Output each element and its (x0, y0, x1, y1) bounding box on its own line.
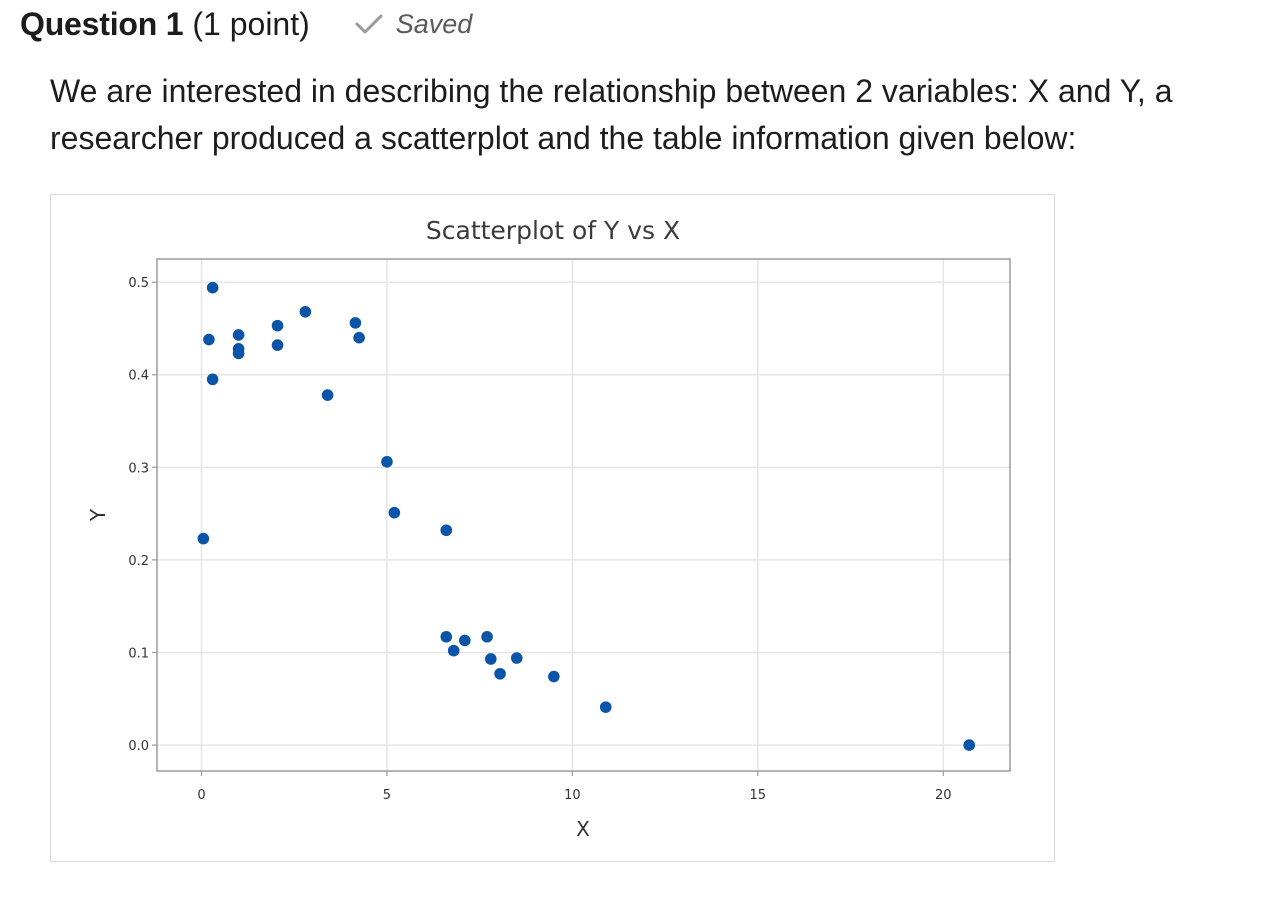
y-tick-label: 0.1 (128, 646, 149, 661)
data-point (599, 701, 612, 713)
x-tick-label: 20 (935, 788, 952, 803)
y-tick-label: 0.4 (128, 369, 149, 384)
data-point (481, 630, 493, 643)
data-point (232, 329, 245, 341)
data-point (353, 331, 365, 344)
data-point (349, 317, 362, 329)
ticks-layer: 0 5 10 15 20 0.0 0.1 0.2 0.3 0.4 0.5 (128, 276, 951, 803)
x-tick-label: 5 (383, 788, 391, 803)
scatterplot-chart: Scatterplot of Y vs X 0 5 10 15 200.00.10.20… (86, 216, 1011, 841)
scatterplot-figure: Scatterplot of Y vs X 0 5 10 15 20 0.0 0.1 0.2 0… (50, 194, 1055, 862)
question-title: Question 1 (20, 5, 184, 42)
data-point (271, 319, 284, 332)
data-point (440, 524, 453, 537)
data-point (206, 373, 219, 386)
x-tick-label: 15 (750, 788, 767, 803)
checkmark-icon (355, 14, 383, 34)
data-point (206, 281, 219, 294)
points-layer (197, 281, 976, 751)
x-tick-label: 0 (197, 788, 205, 803)
plot-frame (156, 258, 1011, 772)
saved-status: Saved (354, 8, 473, 40)
data-point (321, 389, 334, 401)
y-tick-label: 0.5 (128, 276, 149, 291)
y-tick-label: 0.0 (128, 739, 149, 754)
grid-layer (157, 259, 1010, 771)
data-point (232, 347, 245, 360)
y-tick-label: 0.2 (128, 554, 149, 569)
question-points: (1 point) (192, 5, 310, 42)
data-point (388, 506, 401, 519)
data-point (447, 644, 460, 657)
y-axis-label: Y (86, 508, 110, 522)
data-point (484, 653, 497, 665)
x-axis-label: X (576, 817, 590, 841)
chart-title: Scatterplot of Y vs X (426, 216, 680, 245)
saved-label: Saved (395, 8, 473, 39)
data-point (381, 455, 393, 468)
x-tick-label: 10 (564, 788, 581, 803)
data-point (440, 630, 453, 643)
question-text: We are interested in describing the rela… (50, 73, 1173, 156)
data-point (510, 652, 523, 664)
data-point (197, 532, 210, 545)
data-point (963, 739, 976, 751)
data-point (299, 305, 312, 318)
data-point (271, 339, 284, 351)
data-point (494, 667, 506, 680)
data-point (203, 333, 215, 346)
y-tick-label: 0.3 (128, 461, 149, 476)
question-header: Question 1 (1 point) Saved (20, 2, 472, 46)
data-point (548, 670, 560, 683)
data-point (459, 634, 471, 647)
